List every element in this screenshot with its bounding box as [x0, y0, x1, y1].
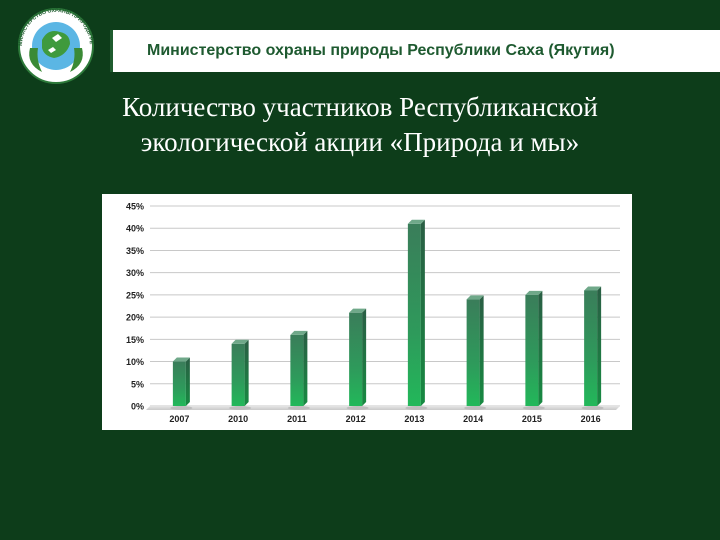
- bar-top: [466, 295, 484, 300]
- chart-floor: [146, 406, 620, 410]
- bar: [290, 334, 304, 406]
- bar-side: [244, 339, 249, 406]
- bar-side: [597, 286, 602, 406]
- x-tick-label: 2014: [463, 414, 483, 424]
- x-tick-label: 2013: [404, 414, 424, 424]
- y-tick-label: 35%: [126, 246, 144, 256]
- bar-shadow: [405, 406, 428, 410]
- bar: [584, 290, 598, 406]
- y-tick-label: 20%: [126, 313, 144, 323]
- bar: [466, 299, 480, 406]
- bar-shadow: [170, 406, 193, 410]
- bar-top: [231, 339, 249, 344]
- bar-top: [525, 290, 543, 295]
- bar-shadow: [522, 406, 545, 410]
- slide-title: Количество участников Республиканской эк…: [40, 90, 680, 160]
- y-tick-label: 30%: [126, 268, 144, 278]
- bar: [407, 223, 421, 406]
- bar-top: [584, 286, 602, 291]
- x-tick-label: 2011: [287, 414, 307, 424]
- bar: [172, 361, 186, 406]
- ministry-logo: МИНИСТЕРСТВО ОХРАНЫ ПРИРОДЫ РЕСПУБЛИКИ С…: [8, 4, 94, 84]
- bar-shadow: [346, 406, 369, 410]
- y-tick-label: 45%: [126, 202, 144, 212]
- bar: [525, 294, 539, 406]
- x-tick-label: 2012: [346, 414, 366, 424]
- bar-top: [290, 330, 308, 335]
- y-tick-label: 40%: [126, 224, 144, 234]
- bar-side: [538, 290, 543, 406]
- ministry-name: Министерство охраны природы Республики С…: [147, 42, 615, 59]
- bar-side: [420, 219, 425, 406]
- x-tick-label: 2010: [228, 414, 248, 424]
- bar-shadow: [581, 406, 604, 410]
- header: МИНИСТЕРСТВО ОХРАНЫ ПРИРОДЫ РЕСПУБЛИКИ С…: [0, 0, 720, 88]
- chart-container: 0% 5% 10% 15% 20% 25% 30% 35% 40% 45% 2007 2010 2011…: [102, 194, 632, 430]
- y-tick-label: 10%: [126, 357, 144, 367]
- y-tick-label: 5%: [131, 379, 144, 389]
- bar-top: [407, 219, 425, 224]
- y-tick-label: 15%: [126, 335, 144, 345]
- bar-side: [185, 357, 190, 406]
- bar: [231, 343, 245, 406]
- bar-side: [479, 295, 484, 406]
- y-tick-label: 0%: [131, 402, 144, 412]
- bar-top: [172, 357, 190, 362]
- x-tick-label: 2016: [581, 414, 601, 424]
- x-tick-label: 2007: [169, 414, 189, 424]
- bar-shadow: [464, 406, 487, 410]
- bar-top: [349, 308, 367, 313]
- bar-side: [362, 308, 367, 406]
- bar-chart: 0% 5% 10% 15% 20% 25% 30% 35% 40% 45% 2007 2010 2011…: [126, 202, 620, 424]
- title-line-1: Количество участников Республиканской: [122, 92, 598, 122]
- bar: [349, 312, 363, 406]
- bar-shadow: [287, 406, 310, 410]
- ministry-banner: Министерство охраны природы Республики С…: [110, 30, 720, 72]
- bar-side: [303, 330, 308, 406]
- title-line-2: экологической акции «Природа и мы»: [140, 127, 580, 157]
- x-tick-label: 2015: [522, 414, 542, 424]
- y-tick-label: 25%: [126, 290, 144, 300]
- bar-shadow: [229, 406, 252, 410]
